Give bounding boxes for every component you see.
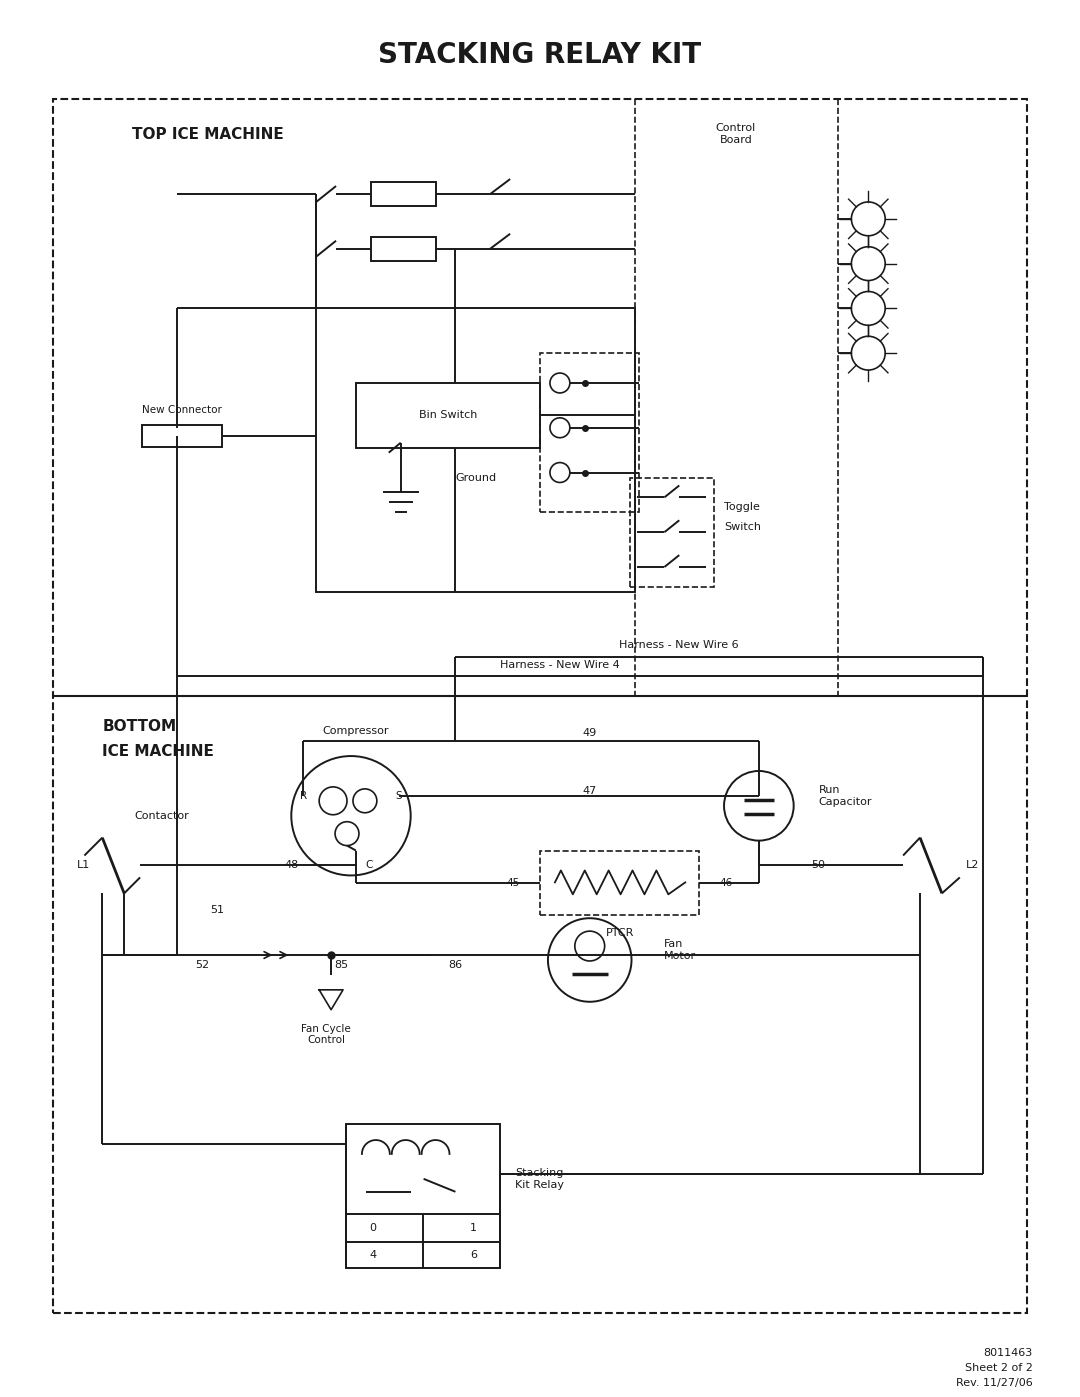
Text: 0: 0: [369, 1222, 376, 1232]
Text: Bin Switch: Bin Switch: [419, 411, 477, 420]
Text: 48: 48: [284, 861, 298, 870]
Bar: [370, 182, 435, 205]
Text: 86: 86: [448, 960, 462, 970]
Text: Harness - New Wire 6: Harness - New Wire 6: [620, 640, 739, 650]
Bar: [356, 383, 540, 447]
Text: 51: 51: [210, 905, 224, 915]
Text: L1: L1: [77, 861, 91, 870]
Bar: [316, 309, 635, 592]
Text: Toggle: Toggle: [724, 503, 760, 513]
Text: Harness - New Wire 4: Harness - New Wire 4: [500, 659, 620, 669]
Text: STACKING RELAY KIT: STACKING RELAY KIT: [378, 41, 702, 68]
Text: Run
Capacitor: Run Capacitor: [819, 785, 872, 806]
Text: New Connector: New Connector: [141, 405, 221, 415]
Bar: [53, 99, 1027, 1313]
Text: Control
Board: Control Board: [716, 123, 756, 145]
Text: TOP ICE MACHINE: TOP ICE MACHINE: [132, 127, 284, 142]
Text: BOTTOM: BOTTOM: [103, 718, 176, 733]
Text: R: R: [299, 791, 307, 800]
Text: 47: 47: [582, 787, 597, 796]
Text: 46: 46: [719, 877, 732, 888]
Text: 1: 1: [470, 1222, 477, 1232]
Text: 6: 6: [470, 1250, 477, 1260]
Text: L2: L2: [966, 861, 980, 870]
Text: 45: 45: [507, 877, 521, 888]
Text: Stacking
Kit Relay: Stacking Kit Relay: [515, 1168, 564, 1190]
Text: 50: 50: [811, 861, 825, 870]
Bar: [630, 478, 714, 587]
Text: S: S: [395, 791, 402, 800]
Text: Fan Cycle
Control: Fan Cycle Control: [301, 1024, 351, 1045]
Text: 85: 85: [334, 960, 348, 970]
Text: 8011463
Sheet 2 of 2
Rev. 11/27/06: 8011463 Sheet 2 of 2 Rev. 11/27/06: [956, 1348, 1032, 1387]
Bar: [540, 851, 699, 915]
Text: Fan
Motor: Fan Motor: [664, 939, 697, 961]
Text: 49: 49: [582, 728, 597, 738]
Text: C: C: [365, 861, 373, 870]
Text: Switch: Switch: [724, 522, 761, 532]
Text: ICE MACHINE: ICE MACHINE: [103, 743, 214, 759]
Bar: [346, 1125, 500, 1268]
Bar: [540, 353, 639, 513]
Bar: [143, 425, 221, 447]
Text: 52: 52: [194, 960, 208, 970]
Text: Contactor: Contactor: [135, 810, 189, 821]
Bar: [370, 236, 435, 261]
Text: Ground: Ground: [456, 472, 497, 482]
Text: 4: 4: [369, 1250, 377, 1260]
Text: PTCR: PTCR: [606, 928, 634, 939]
Text: Compressor: Compressor: [323, 726, 389, 736]
